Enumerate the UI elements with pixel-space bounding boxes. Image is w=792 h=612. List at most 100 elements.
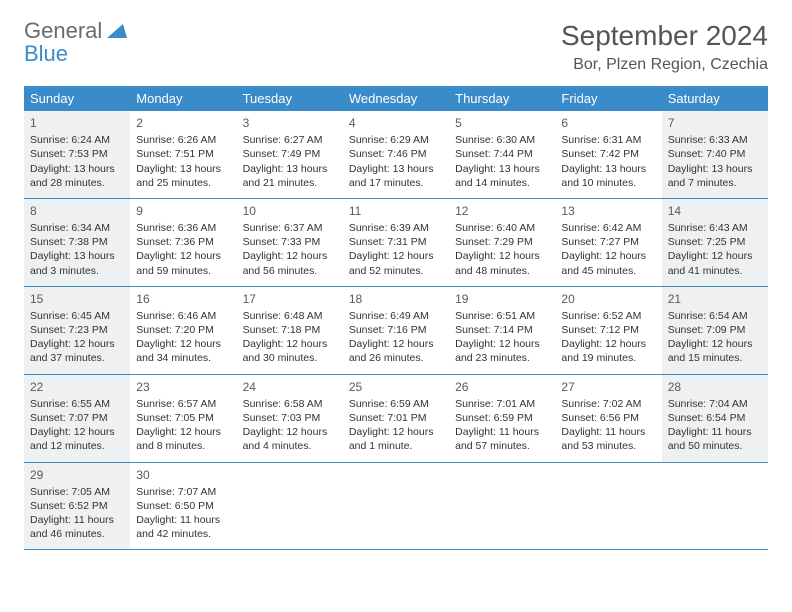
day-cell: 5 Sunrise: 6:30 AMSunset: 7:44 PMDaylight… xyxy=(449,111,555,198)
logo-general: General xyxy=(24,18,102,43)
day-cell: 1 Sunrise: 6:24 AMSunset: 7:53 PMDaylight… xyxy=(24,111,130,198)
day-number: 30 xyxy=(136,467,230,483)
day-number: 9 xyxy=(136,203,230,219)
day-cell: 7Sunrise: 6:33 AMSunset: 7:40 PMDaylight… xyxy=(662,111,768,198)
day-number: 22 xyxy=(30,379,124,395)
day-info: Sunrise: 7:07 AMSunset: 6:50 PMDaylight:… xyxy=(136,485,230,542)
day-header-cell: Monday xyxy=(130,86,236,111)
day-number: 5 xyxy=(455,115,549,131)
day-cell: 3Sunrise: 6:27 AMSunset: 7:49 PMDaylight… xyxy=(237,111,343,198)
day-number: 2 xyxy=(136,115,230,131)
day-cell: 8 Sunrise: 6:34 AMSunset: 7:38 PMDaylight… xyxy=(24,199,130,286)
empty-cell xyxy=(237,463,343,550)
day-number: 21 xyxy=(668,291,762,307)
day-header-cell: Friday xyxy=(555,86,661,111)
day-cell: 16 Sunrise: 6:46 AMSunset: 7:20 PMDayligh… xyxy=(130,287,236,374)
day-info: Sunrise: 7:01 AMSunset: 6:59 PMDaylight:… xyxy=(455,397,549,454)
day-info: Sunrise: 6:58 AMSunset: 7:03 PMDaylight:… xyxy=(243,397,337,454)
day-cell: 28 Sunrise: 7:04 AMSunset: 6:54 PMDayligh… xyxy=(662,375,768,462)
day-cell: 6Sunrise: 6:31 AMSunset: 7:42 PMDaylight… xyxy=(555,111,661,198)
day-cell: 10 Sunrise: 6:37 AMSunset: 7:33 PMDayligh… xyxy=(237,199,343,286)
day-number: 13 xyxy=(561,203,655,219)
day-cell: 29Sunrise: 7:05 AMSunset: 6:52 PMDayligh… xyxy=(24,463,130,550)
day-info: Sunrise: 6:39 AMSunset: 7:31 PMDaylight:… xyxy=(349,221,443,278)
day-cell: 25 Sunrise: 6:59 AMSunset: 7:01 PMDayligh… xyxy=(343,375,449,462)
day-cell: 14Sunrise: 6:43 AMSunset: 7:25 PMDayligh… xyxy=(662,199,768,286)
day-cell: 9Sunrise: 6:36 AMSunset: 7:36 PMDaylight… xyxy=(130,199,236,286)
day-info: Sunrise: 6:29 AMSunset: 7:46 PMDaylight:… xyxy=(349,133,443,190)
day-info: Sunrise: 6:46 AMSunset: 7:20 PMDaylight:… xyxy=(136,309,230,366)
calendar: SundayMondayTuesdayWednesdayThursdayFrid… xyxy=(24,86,768,550)
title-block: September 2024 Bor, Plzen Region, Czechi… xyxy=(561,20,768,74)
day-cell: 17 Sunrise: 6:48 AMSunset: 7:18 PMDayligh… xyxy=(237,287,343,374)
day-cell: 11 Sunrise: 6:39 AMSunset: 7:31 PMDayligh… xyxy=(343,199,449,286)
day-cell: 22 Sunrise: 6:55 AMSunset: 7:07 PMDayligh… xyxy=(24,375,130,462)
day-number: 12 xyxy=(455,203,549,219)
day-number: 27 xyxy=(561,379,655,395)
day-number: 4 xyxy=(349,115,443,131)
day-number: 28 xyxy=(668,379,762,395)
day-number: 25 xyxy=(349,379,443,395)
day-cell: 4 Sunrise: 6:29 AMSunset: 7:46 PMDaylight… xyxy=(343,111,449,198)
week-row: 22 Sunrise: 6:55 AMSunset: 7:07 PMDayligh… xyxy=(24,375,768,463)
day-number: 16 xyxy=(136,291,230,307)
empty-cell xyxy=(343,463,449,550)
day-info: Sunrise: 7:04 AMSunset: 6:54 PMDaylight:… xyxy=(668,397,762,454)
day-cell: 27 Sunrise: 7:02 AMSunset: 6:56 PMDayligh… xyxy=(555,375,661,462)
day-number: 26 xyxy=(455,379,549,395)
day-header-cell: Saturday xyxy=(662,86,768,111)
day-header-cell: Tuesday xyxy=(237,86,343,111)
calendar-body: 1 Sunrise: 6:24 AMSunset: 7:53 PMDaylight… xyxy=(24,111,768,550)
day-info: Sunrise: 6:24 AMSunset: 7:53 PMDaylight:… xyxy=(30,133,124,190)
day-number: 1 xyxy=(30,115,124,131)
day-info: Sunrise: 6:40 AMSunset: 7:29 PMDaylight:… xyxy=(455,221,549,278)
week-row: 8 Sunrise: 6:34 AMSunset: 7:38 PMDaylight… xyxy=(24,199,768,287)
day-number: 18 xyxy=(349,291,443,307)
day-cell: 2 Sunrise: 6:26 AMSunset: 7:51 PMDaylight… xyxy=(130,111,236,198)
day-number: 17 xyxy=(243,291,337,307)
day-info: Sunrise: 6:34 AMSunset: 7:38 PMDaylight:… xyxy=(30,221,124,278)
day-number: 10 xyxy=(243,203,337,219)
day-info: Sunrise: 6:51 AMSunset: 7:14 PMDaylight:… xyxy=(455,309,549,366)
day-header-cell: Sunday xyxy=(24,86,130,111)
day-cell: 12 Sunrise: 6:40 AMSunset: 7:29 PMDayligh… xyxy=(449,199,555,286)
day-info: Sunrise: 6:26 AMSunset: 7:51 PMDaylight:… xyxy=(136,133,230,190)
day-info: Sunrise: 6:45 AMSunset: 7:23 PMDaylight:… xyxy=(30,309,124,366)
day-number: 19 xyxy=(455,291,549,307)
day-info: Sunrise: 6:59 AMSunset: 7:01 PMDaylight:… xyxy=(349,397,443,454)
logo-text: General Blue xyxy=(24,20,127,65)
logo-blue: Blue xyxy=(24,43,127,65)
week-row: 1 Sunrise: 6:24 AMSunset: 7:53 PMDaylight… xyxy=(24,111,768,199)
day-info: Sunrise: 6:27 AMSunset: 7:49 PMDaylight:… xyxy=(243,133,337,190)
day-info: Sunrise: 6:33 AMSunset: 7:40 PMDaylight:… xyxy=(668,133,762,190)
day-number: 20 xyxy=(561,291,655,307)
day-info: Sunrise: 6:43 AMSunset: 7:25 PMDaylight:… xyxy=(668,221,762,278)
day-number: 8 xyxy=(30,203,124,219)
day-cell: 21Sunrise: 6:54 AMSunset: 7:09 PMDayligh… xyxy=(662,287,768,374)
day-number: 11 xyxy=(349,203,443,219)
day-cell: 20 Sunrise: 6:52 AMSunset: 7:12 PMDayligh… xyxy=(555,287,661,374)
day-info: Sunrise: 7:02 AMSunset: 6:56 PMDaylight:… xyxy=(561,397,655,454)
day-cell: 18 Sunrise: 6:49 AMSunset: 7:16 PMDayligh… xyxy=(343,287,449,374)
logo: General Blue xyxy=(24,20,127,65)
day-cell: 23Sunrise: 6:57 AMSunset: 7:05 PMDayligh… xyxy=(130,375,236,462)
day-info: Sunrise: 6:30 AMSunset: 7:44 PMDaylight:… xyxy=(455,133,549,190)
day-cell: 24 Sunrise: 6:58 AMSunset: 7:03 PMDayligh… xyxy=(237,375,343,462)
day-info: Sunrise: 6:48 AMSunset: 7:18 PMDaylight:… xyxy=(243,309,337,366)
day-header-cell: Wednesday xyxy=(343,86,449,111)
empty-cell xyxy=(662,463,768,550)
day-info: Sunrise: 6:42 AMSunset: 7:27 PMDaylight:… xyxy=(561,221,655,278)
day-info: Sunrise: 6:37 AMSunset: 7:33 PMDaylight:… xyxy=(243,221,337,278)
logo-triangle-icon xyxy=(107,22,127,43)
day-number: 24 xyxy=(243,379,337,395)
day-header-cell: Thursday xyxy=(449,86,555,111)
day-number: 29 xyxy=(30,467,124,483)
day-info: Sunrise: 6:31 AMSunset: 7:42 PMDaylight:… xyxy=(561,133,655,190)
empty-cell xyxy=(449,463,555,550)
day-info: Sunrise: 6:49 AMSunset: 7:16 PMDaylight:… xyxy=(349,309,443,366)
day-info: Sunrise: 6:55 AMSunset: 7:07 PMDaylight:… xyxy=(30,397,124,454)
day-number: 15 xyxy=(30,291,124,307)
day-info: Sunrise: 6:52 AMSunset: 7:12 PMDaylight:… xyxy=(561,309,655,366)
day-cell: 19 Sunrise: 6:51 AMSunset: 7:14 PMDayligh… xyxy=(449,287,555,374)
day-cell: 15 Sunrise: 6:45 AMSunset: 7:23 PMDayligh… xyxy=(24,287,130,374)
